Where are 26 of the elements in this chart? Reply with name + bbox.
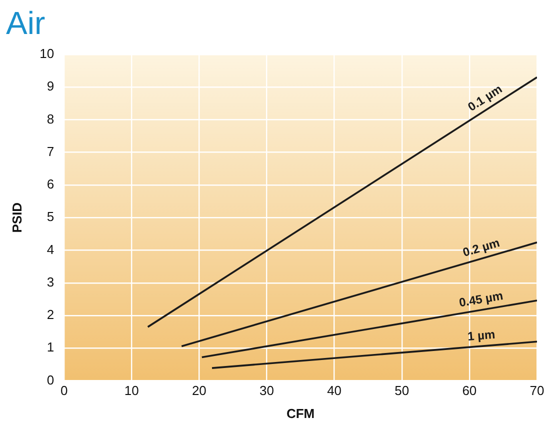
y-tick-label: 4 <box>46 242 54 257</box>
chart-title: Air <box>6 5 46 42</box>
y-tick-label: 1 <box>46 340 54 355</box>
x-tick-label: 20 <box>192 383 206 398</box>
x-tick-label: 10 <box>124 383 139 398</box>
text: 0.1 µm <box>465 82 505 114</box>
text: 0.45 µm <box>458 288 504 310</box>
x-axis-title: CFM <box>286 406 315 421</box>
y-tick-label: 2 <box>46 307 54 322</box>
y-tick-label: 9 <box>46 78 54 94</box>
x-tick-label: 40 <box>327 383 342 398</box>
y-tick-label: 6 <box>46 176 54 192</box>
x-tick-label: 60 <box>462 383 477 398</box>
y-tick-label: 0 <box>46 372 54 388</box>
y-axis-title: PSID <box>9 202 24 233</box>
y-tick-label: 5 <box>46 209 54 224</box>
series-label: 1 µm <box>467 327 496 344</box>
y-tick-label: 10 <box>40 46 54 61</box>
y-tick-label: 3 <box>46 274 54 290</box>
x-tick-label: 0 <box>60 383 68 398</box>
text: 0.2 µm <box>461 236 502 260</box>
y-tick-label: 8 <box>46 111 54 126</box>
x-tick-label: 70 <box>530 383 544 398</box>
x-tick-label: 50 <box>394 383 410 398</box>
y-tick-label: 7 <box>46 144 54 159</box>
x-tick-label: 30 <box>260 383 274 398</box>
